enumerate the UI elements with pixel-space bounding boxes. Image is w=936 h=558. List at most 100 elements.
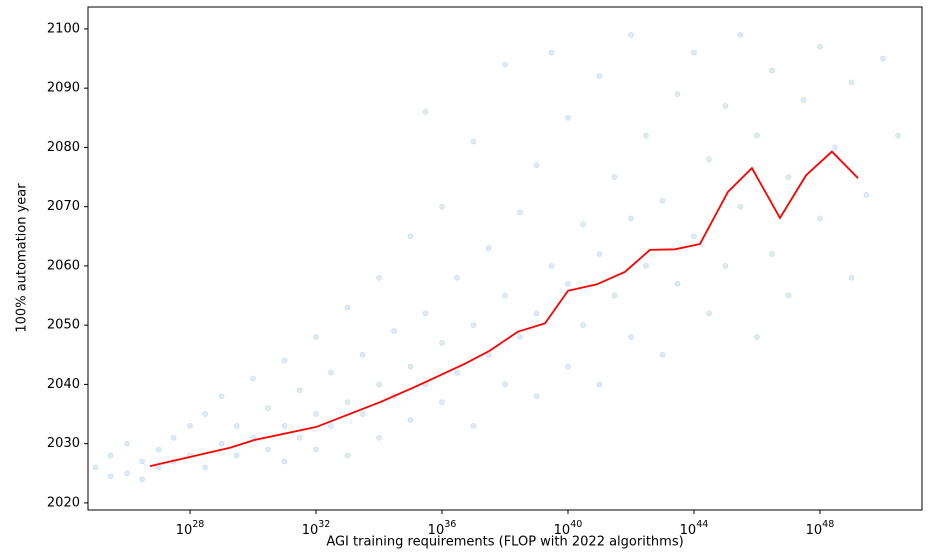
scatter-point bbox=[139, 476, 145, 483]
scatter-point bbox=[187, 422, 193, 429]
scatter-point bbox=[407, 233, 414, 240]
scatter-point bbox=[628, 31, 634, 38]
scatter-point bbox=[565, 114, 571, 121]
scatter-point bbox=[155, 446, 162, 453]
scatter-point bbox=[296, 387, 303, 394]
scatter-point bbox=[407, 417, 414, 423]
y-tick-label: 2100 bbox=[47, 21, 80, 36]
scatter-point bbox=[218, 440, 225, 447]
scatter-point bbox=[139, 458, 145, 465]
scatter-point bbox=[659, 197, 666, 204]
scatter-point bbox=[454, 369, 460, 376]
scatter-point bbox=[737, 31, 744, 38]
scatter-point bbox=[785, 292, 792, 299]
plot-area bbox=[92, 31, 901, 483]
scatter-point bbox=[233, 422, 240, 429]
scatter-point bbox=[737, 203, 744, 210]
scatter-point bbox=[674, 280, 681, 287]
scatter-point bbox=[643, 132, 649, 139]
scatter-point bbox=[691, 49, 697, 56]
scatter-point bbox=[344, 399, 351, 406]
scatter-point bbox=[344, 452, 351, 459]
y-tick-label: 2090 bbox=[47, 81, 80, 96]
y-axis-label: 100% automation year bbox=[15, 183, 30, 333]
scatter-point bbox=[328, 422, 334, 429]
scatter-point bbox=[376, 434, 382, 441]
scatter-point bbox=[863, 191, 870, 198]
scatter-point bbox=[832, 144, 838, 151]
scatter-point bbox=[722, 263, 729, 269]
scatter-point bbox=[376, 274, 382, 281]
scatter-point bbox=[470, 322, 477, 329]
scatter-point bbox=[407, 363, 414, 370]
y-tick-label: 2080 bbox=[47, 140, 80, 155]
scatter-point bbox=[454, 274, 460, 281]
scatter-point bbox=[800, 97, 807, 103]
scatter-point bbox=[391, 328, 397, 334]
scatter-point bbox=[124, 470, 130, 477]
x-tick-label: 1044 bbox=[680, 519, 709, 538]
scatter-point bbox=[769, 67, 775, 74]
scatter-point bbox=[754, 132, 760, 139]
y-tick-label: 2030 bbox=[47, 436, 80, 451]
x-axis-label: AGI training requirements (FLOP with 202… bbox=[326, 535, 683, 550]
scatter-point bbox=[439, 340, 445, 346]
scatter-point bbox=[359, 351, 366, 358]
scatter-point bbox=[359, 411, 366, 417]
scatter-point bbox=[124, 440, 130, 447]
scatter-point bbox=[533, 162, 540, 169]
scatter-point bbox=[817, 43, 823, 50]
scatter-point bbox=[470, 138, 477, 145]
scatter-point bbox=[565, 280, 571, 287]
y-tick-label: 2040 bbox=[47, 377, 80, 392]
y-tick-label: 2060 bbox=[47, 258, 80, 273]
scatter-point bbox=[344, 304, 351, 311]
scatter-point bbox=[328, 369, 334, 376]
scatter-point bbox=[706, 156, 712, 163]
scatter-point bbox=[785, 174, 792, 180]
scatter-point bbox=[895, 132, 901, 139]
axes-frame bbox=[87, 6, 923, 511]
scatter-point bbox=[548, 49, 555, 56]
scatter-point bbox=[313, 446, 319, 453]
scatter-point bbox=[250, 375, 256, 382]
scatter-point bbox=[596, 251, 603, 257]
scatter-point bbox=[502, 61, 508, 68]
scatter-point bbox=[376, 381, 382, 388]
scatter-point bbox=[170, 434, 177, 441]
x-tick-label: 1040 bbox=[554, 519, 583, 538]
x-tick-label: 1036 bbox=[428, 519, 457, 538]
scatter-point bbox=[313, 334, 319, 340]
scatter-point bbox=[611, 174, 618, 180]
scatter-point bbox=[502, 292, 508, 299]
scatter-point bbox=[722, 103, 729, 109]
scatter-point bbox=[265, 405, 271, 411]
scatter-point bbox=[596, 381, 603, 388]
scatter-point bbox=[706, 310, 712, 317]
scatter-point bbox=[659, 351, 666, 358]
x-tick-label: 1032 bbox=[302, 519, 331, 538]
x-tick-label: 1028 bbox=[176, 519, 205, 538]
line bbox=[149, 150, 859, 468]
scatter-point bbox=[233, 452, 240, 459]
scatter-point bbox=[439, 399, 445, 406]
scatter-point bbox=[533, 310, 540, 317]
scatter-point bbox=[281, 422, 288, 429]
scatter-point bbox=[281, 357, 288, 364]
scatter-point bbox=[265, 446, 271, 453]
scatter-point bbox=[754, 334, 760, 340]
scatter-point bbox=[628, 334, 634, 340]
scatter-point bbox=[643, 263, 649, 269]
scatter-point bbox=[281, 458, 288, 465]
scatter-point bbox=[485, 245, 492, 252]
scatter-point bbox=[470, 422, 477, 429]
scatter-point bbox=[674, 91, 681, 97]
scatter-point bbox=[107, 473, 114, 480]
scatter-point bbox=[313, 411, 319, 417]
scatter-point bbox=[580, 322, 586, 329]
scatter-point bbox=[202, 464, 208, 471]
scatter-point bbox=[107, 452, 114, 459]
scatter-point bbox=[817, 215, 823, 222]
scatter-point bbox=[596, 73, 603, 80]
